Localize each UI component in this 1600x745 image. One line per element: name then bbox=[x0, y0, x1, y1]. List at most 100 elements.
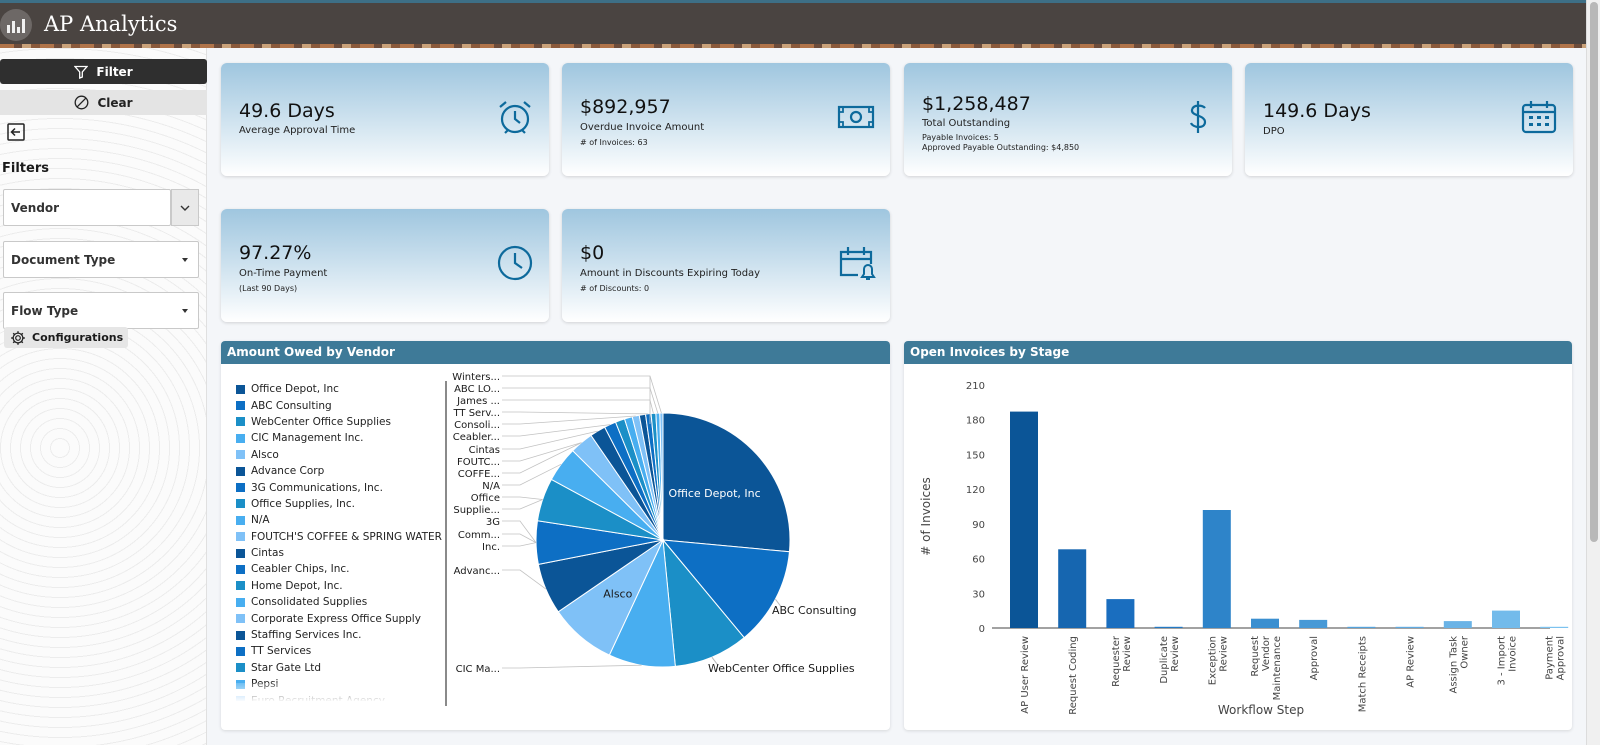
x-tick-label-group: Approval bbox=[1309, 636, 1320, 680]
legend-scrollbar[interactable] bbox=[445, 381, 447, 706]
x-tick-label-group: AP User Review bbox=[1020, 636, 1031, 714]
legend-item[interactable]: Consolidated Supplies bbox=[236, 594, 448, 610]
clear-button[interactable]: Clear bbox=[0, 90, 207, 115]
bar[interactable] bbox=[1443, 621, 1472, 628]
pie-outer-label: Advanc... bbox=[454, 566, 500, 577]
pie-slice-label: Alsco bbox=[603, 587, 632, 600]
chevron-down-icon bbox=[180, 205, 190, 211]
legend-swatch bbox=[236, 450, 245, 460]
pie-outer-label: Winters... bbox=[452, 372, 500, 383]
pie-leader-line bbox=[502, 375, 662, 414]
kpi-label: Amount in Discounts Expiring Today bbox=[580, 268, 761, 279]
legend-item[interactable]: ABC Consulting bbox=[236, 397, 448, 413]
legend-label: Consolidated Supplies bbox=[251, 596, 368, 609]
kpi-sub: (Last 90 Days) bbox=[239, 284, 298, 293]
kpi-card-total-outstanding: $1,258,487 Total Outstanding Payable Inv… bbox=[904, 63, 1232, 176]
bar[interactable] bbox=[1540, 626, 1569, 628]
bar[interactable] bbox=[1492, 610, 1520, 628]
bar[interactable] bbox=[1299, 619, 1328, 628]
kpi-sub: Payable Invoices: 5 bbox=[922, 133, 999, 142]
kpi-label: On-Time Payment bbox=[239, 268, 328, 279]
legend-item[interactable]: N/A bbox=[236, 512, 448, 528]
document-type-select[interactable]: Document Type bbox=[3, 241, 199, 278]
legend-item[interactable]: Corporate Express Office Supply bbox=[236, 610, 448, 626]
pie-slice[interactable] bbox=[662, 412, 791, 553]
y-tick-label: 90 bbox=[972, 520, 985, 531]
filter-button[interactable]: Filter bbox=[0, 59, 207, 84]
legend-item[interactable]: FOUTCH'S COFFEE & SPRING WATER bbox=[236, 529, 448, 545]
pie-slice[interactable] bbox=[661, 539, 791, 639]
legend-label: N/A bbox=[251, 514, 270, 527]
x-tick-label-group: Request Coding bbox=[1068, 636, 1079, 715]
stage-bar-chart: 0 30 60 90 120 150 180 210 # of Invoices Workflow… bbox=[919, 381, 1569, 717]
pie-leader-line bbox=[502, 430, 598, 450]
pie-leader-line bbox=[502, 411, 649, 415]
flow-type-select[interactable]: Flow Type bbox=[3, 292, 199, 329]
kpi-label: DPO bbox=[1263, 126, 1285, 137]
app-logo-icon bbox=[0, 9, 32, 41]
legend-label: Star Gate Ltd bbox=[251, 661, 321, 674]
pie-slice[interactable] bbox=[659, 412, 664, 541]
pie-leader-line bbox=[502, 542, 537, 547]
legend-label: Staffing Services Inc. bbox=[251, 629, 362, 642]
configurations-button[interactable]: Configurations bbox=[4, 327, 128, 348]
bar[interactable] bbox=[1202, 510, 1231, 628]
collapse-sidebar-icon[interactable] bbox=[6, 122, 26, 142]
x-tick-label: Approval bbox=[1309, 636, 1320, 680]
x-tick-label: Duplicate bbox=[1159, 636, 1170, 684]
bar[interactable] bbox=[1106, 599, 1135, 628]
legend-swatch bbox=[236, 433, 245, 443]
page-scrollbar[interactable] bbox=[1586, 0, 1600, 745]
bar[interactable] bbox=[1154, 626, 1183, 628]
app-title: AP Analytics bbox=[44, 12, 178, 36]
bar[interactable] bbox=[1347, 626, 1376, 628]
caret-down-icon bbox=[182, 309, 188, 313]
app-header: AP Analytics bbox=[0, 0, 1586, 47]
pie-leader-line bbox=[502, 415, 636, 425]
bar[interactable] bbox=[1010, 411, 1038, 628]
vendor-dropdown-button[interactable] bbox=[171, 189, 199, 226]
legend-swatch bbox=[236, 548, 245, 558]
bar[interactable] bbox=[1395, 626, 1424, 628]
pie-slice[interactable] bbox=[662, 538, 745, 667]
x-tick-label-group: Duplicate Review bbox=[1159, 636, 1181, 684]
legend-item[interactable]: Ceabler Chips, Inc. bbox=[236, 561, 448, 577]
kpi-card-on-time: 97.27% On-Time Payment (Last 90 Days) bbox=[221, 209, 549, 322]
legend-item[interactable]: WebCenter Office Supplies bbox=[236, 414, 448, 430]
legend-item[interactable]: Alsco bbox=[236, 447, 448, 463]
x-tick-label: Request bbox=[1250, 636, 1261, 677]
legend-swatch bbox=[236, 532, 245, 542]
pie-outer-label: Ceabler... bbox=[453, 432, 500, 443]
pie-leader-line bbox=[502, 424, 611, 437]
legend-item[interactable]: CIC Management Inc. bbox=[236, 430, 448, 446]
legend-item[interactable]: Home Depot, Inc. bbox=[236, 578, 448, 594]
bar[interactable] bbox=[1251, 618, 1279, 628]
kpi-sub: Approved Payable Outstanding: $4,850 bbox=[922, 143, 1080, 152]
kpi-value: $0 bbox=[580, 242, 605, 264]
legend-item[interactable]: Office Supplies, Inc. bbox=[236, 496, 448, 512]
legend-swatch bbox=[236, 499, 245, 509]
vendor-legend[interactable]: Office Depot, Inc ABC Consulting WebCenter… bbox=[236, 381, 448, 701]
vendor-select[interactable]: Vendor bbox=[3, 189, 171, 226]
x-tick-label: Payment bbox=[1545, 636, 1556, 680]
x-tick-label-group: 3 - Import Invoice bbox=[1497, 636, 1519, 686]
pie-outer-label: N/A bbox=[482, 481, 500, 492]
pie-leader-line bbox=[502, 496, 543, 500]
legend-swatch bbox=[236, 646, 245, 656]
legend-item[interactable]: Cintas bbox=[236, 545, 448, 561]
legend-item[interactable]: Advance Corp bbox=[236, 463, 448, 479]
x-tick-label: Review bbox=[1170, 636, 1181, 672]
clear-icon bbox=[75, 95, 89, 110]
legend-item[interactable]: Office Depot, Inc bbox=[236, 381, 448, 397]
calendar-bell-icon bbox=[839, 247, 876, 280]
calendar-icon bbox=[1521, 101, 1557, 134]
page-scrollbar-thumb[interactable] bbox=[1590, 2, 1598, 542]
legend-item[interactable]: Staffing Services Inc. bbox=[236, 627, 448, 643]
legend-item[interactable]: 3G Communications, Inc. bbox=[236, 479, 448, 495]
legend-item[interactable]: Star Gate Ltd bbox=[236, 660, 448, 676]
legend-item[interactable]: TT Services bbox=[236, 643, 448, 659]
x-axis-title: Workflow Step bbox=[1218, 703, 1304, 717]
bar[interactable] bbox=[1058, 549, 1087, 628]
y-axis-title: # of Invoices bbox=[919, 477, 933, 555]
dollar-icon bbox=[1189, 101, 1207, 133]
